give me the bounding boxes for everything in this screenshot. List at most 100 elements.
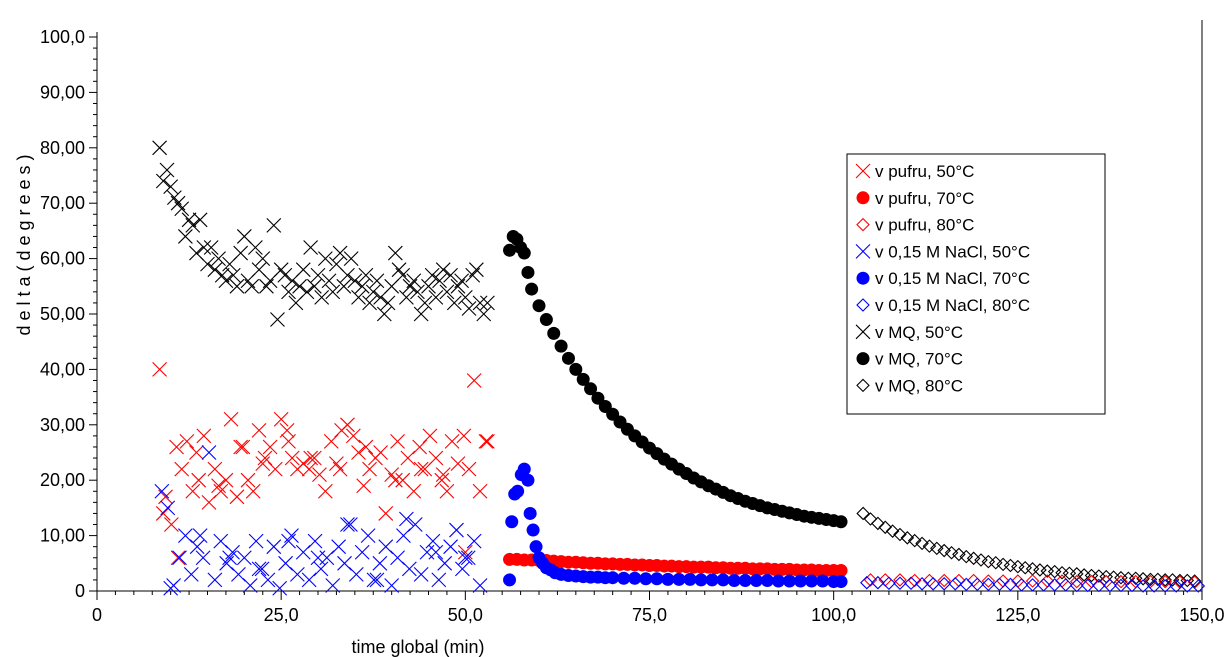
data-point (503, 573, 517, 587)
data-point (1136, 579, 1150, 593)
data-point (267, 461, 283, 477)
data-point (413, 461, 429, 477)
data-point (154, 483, 170, 499)
data-point (525, 282, 539, 296)
data-point (937, 573, 951, 588)
data-point (760, 573, 774, 587)
data-point (1081, 578, 1095, 593)
data-point (277, 267, 293, 283)
series-8 (503, 229, 848, 529)
data-point (229, 489, 245, 505)
data-point (432, 273, 447, 289)
data-point (247, 240, 263, 255)
data-point (369, 273, 385, 289)
legend-item[interactable]: v 0,15 M NaCl, 50°C (855, 242, 1030, 261)
data-point (343, 251, 359, 266)
data-point (163, 580, 179, 596)
legend-item[interactable]: v 0,15 M NaCl, 70°C (856, 269, 1031, 288)
legend-label: v 0,15 M NaCl, 80°C (875, 296, 1030, 315)
data-point (192, 212, 208, 228)
data-point (358, 267, 374, 283)
data-point (233, 245, 249, 261)
data-point (356, 478, 372, 494)
legend-item[interactable]: v pufru, 50°C (855, 162, 974, 181)
legend-item[interactable]: v MQ, 80°C (856, 376, 963, 395)
legend-label: v MQ, 80°C (875, 376, 963, 395)
data-point (307, 533, 323, 549)
data-point (1047, 578, 1062, 592)
data-point (213, 483, 229, 499)
data-point (434, 472, 450, 488)
data-point (152, 362, 168, 377)
y-tick-label: 60,00 (40, 249, 85, 269)
data-point (340, 517, 355, 532)
data-point (201, 445, 217, 460)
data-point (410, 284, 425, 300)
data-point (262, 439, 278, 455)
data-point (242, 578, 258, 593)
data-point (244, 278, 260, 294)
data-point (431, 572, 447, 588)
series-7 (152, 140, 495, 327)
data-point (443, 539, 458, 555)
data-point (306, 450, 322, 466)
data-point (395, 267, 411, 283)
series-9 (856, 506, 1202, 588)
legend[interactable]: v pufru, 50°C v pufru, 70°C v pufru, 80°C v… (846, 153, 1106, 415)
data-point (372, 555, 388, 571)
data-point (1014, 578, 1029, 592)
data-point (461, 461, 477, 477)
data-point (413, 306, 429, 322)
data-point (362, 461, 377, 477)
data-point (1158, 579, 1172, 593)
data-point (871, 575, 885, 590)
y-tick-label: 50,00 (40, 304, 85, 324)
legend-item[interactable]: v pufru, 70°C (856, 189, 975, 208)
data-point (521, 473, 535, 487)
data-point (200, 256, 215, 272)
data-point (321, 273, 337, 289)
data-point (517, 246, 531, 260)
data-point (992, 577, 1007, 592)
data-point (1099, 574, 1114, 589)
data-point (1125, 578, 1139, 593)
data-point (340, 267, 355, 283)
data-point (332, 245, 348, 261)
data-point (727, 573, 741, 587)
legend-item[interactable]: v 0,15 M NaCl, 80°C (856, 296, 1030, 315)
data-point (369, 572, 385, 588)
data-point (526, 523, 540, 537)
data-point (981, 574, 996, 588)
data-point (529, 540, 543, 554)
data-point (289, 566, 305, 582)
legend-label: v pufru, 50°C (875, 162, 974, 181)
data-point (1187, 574, 1202, 588)
data-point (435, 467, 451, 483)
data-point (270, 312, 285, 327)
data-point (1191, 579, 1206, 593)
data-point (251, 422, 267, 438)
data-point (472, 578, 488, 593)
legend-item[interactable]: v MQ, 50°C (855, 323, 963, 342)
data-point (248, 533, 264, 549)
data-point (340, 417, 355, 433)
x-tick-label: 150,0 (1179, 605, 1224, 625)
legend-item[interactable]: v MQ, 70°C (856, 350, 964, 369)
data-point (174, 461, 190, 477)
data-point (472, 483, 488, 499)
data-point (284, 450, 300, 466)
data-point (959, 549, 974, 564)
legend-item[interactable]: v pufru, 80°C (856, 216, 974, 235)
data-point (170, 550, 186, 566)
data-point (532, 299, 546, 313)
data-point (211, 478, 226, 494)
data-point (218, 472, 234, 488)
legend-label: v 0,15 M NaCl, 50°C (875, 242, 1030, 261)
data-point (413, 566, 429, 582)
data-point (1069, 578, 1084, 593)
data-point (661, 572, 675, 586)
data-point (417, 295, 433, 311)
data-point (172, 550, 187, 566)
data-point (299, 284, 315, 300)
data-point (266, 217, 282, 233)
